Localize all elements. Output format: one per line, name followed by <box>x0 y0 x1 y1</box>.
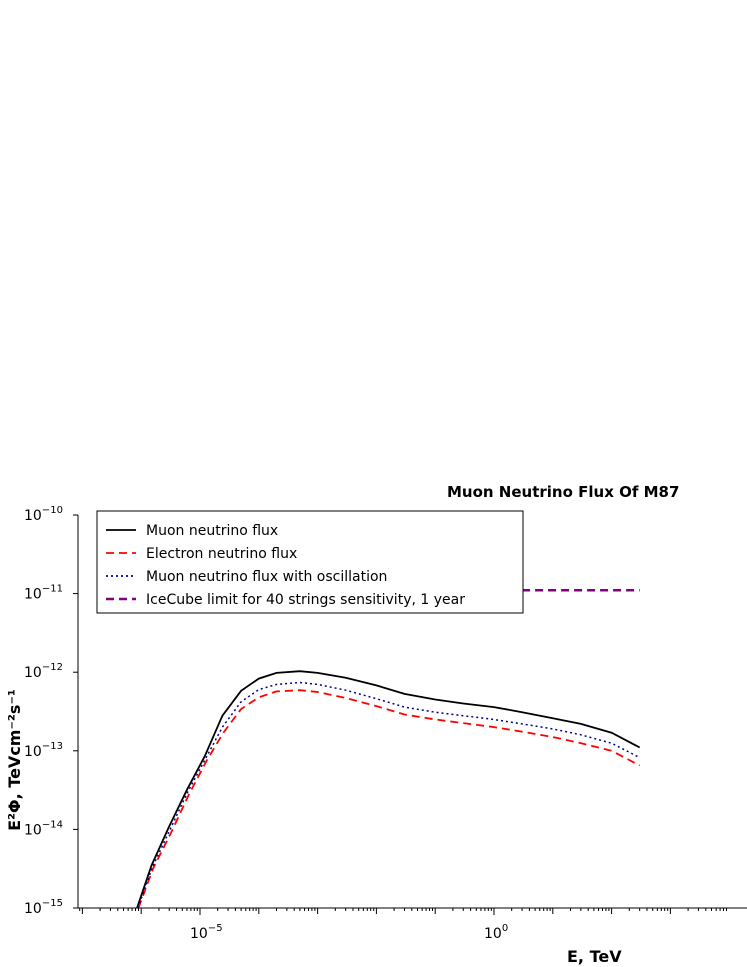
y-ticks: 10−10 10−11 10−12 10−13 10−14 10−15 <box>24 505 78 917</box>
legend-items: Muon neutrino flux Electron neutrino flux… <box>106 523 465 608</box>
x-ticks: 10−5 100 <box>190 908 508 942</box>
legend: Muon neutrino flux Electron neutrino flux… <box>96 510 524 614</box>
legend-label: Muon neutrino flux with oscillation <box>146 569 387 585</box>
y-tick-exponent: −11 <box>42 584 63 595</box>
legend-label: Muon neutrino flux <box>146 523 278 539</box>
x-tick-label: 100 <box>484 923 508 942</box>
y-tick-exponent: −13 <box>42 741 63 752</box>
y-tick-label: 10−12 <box>24 662 63 681</box>
y-tick-exponent: −10 <box>42 505 63 516</box>
y-tick-label: 10−10 <box>24 505 63 524</box>
y-axis-label: E²Φ, TeVcm⁻²s⁻¹ <box>5 689 24 831</box>
series-line-1 <box>136 670 641 908</box>
series-layer <box>136 589 641 908</box>
chart-title: Muon Neutrino Flux Of M87 <box>447 483 679 501</box>
y-tick-label: 10−15 <box>24 898 63 917</box>
y-tick-exponent: −15 <box>42 898 63 909</box>
x-tick-label: 10−5 <box>190 923 223 942</box>
y-tick-label: 10−13 <box>24 741 63 760</box>
legend-label: IceCube limit for 40 strings sensitivity… <box>146 592 465 608</box>
plot-frame <box>77 515 747 909</box>
x-axis-label: E, TeV <box>567 947 622 966</box>
x-tick-exponent: −5 <box>208 923 223 934</box>
x-tick-exponent: 0 <box>502 923 508 934</box>
series-line-2 <box>137 689 641 908</box>
x-minor-ticks <box>79 908 728 914</box>
y-tick-exponent: −12 <box>42 662 63 673</box>
legend-box <box>96 510 524 614</box>
y-tick-exponent: −14 <box>42 819 63 830</box>
y-tick-label: 10−14 <box>24 819 63 838</box>
series-line-3 <box>137 681 641 908</box>
legend-label: Electron neutrino flux <box>146 546 297 562</box>
y-tick-label: 10−11 <box>24 584 63 603</box>
